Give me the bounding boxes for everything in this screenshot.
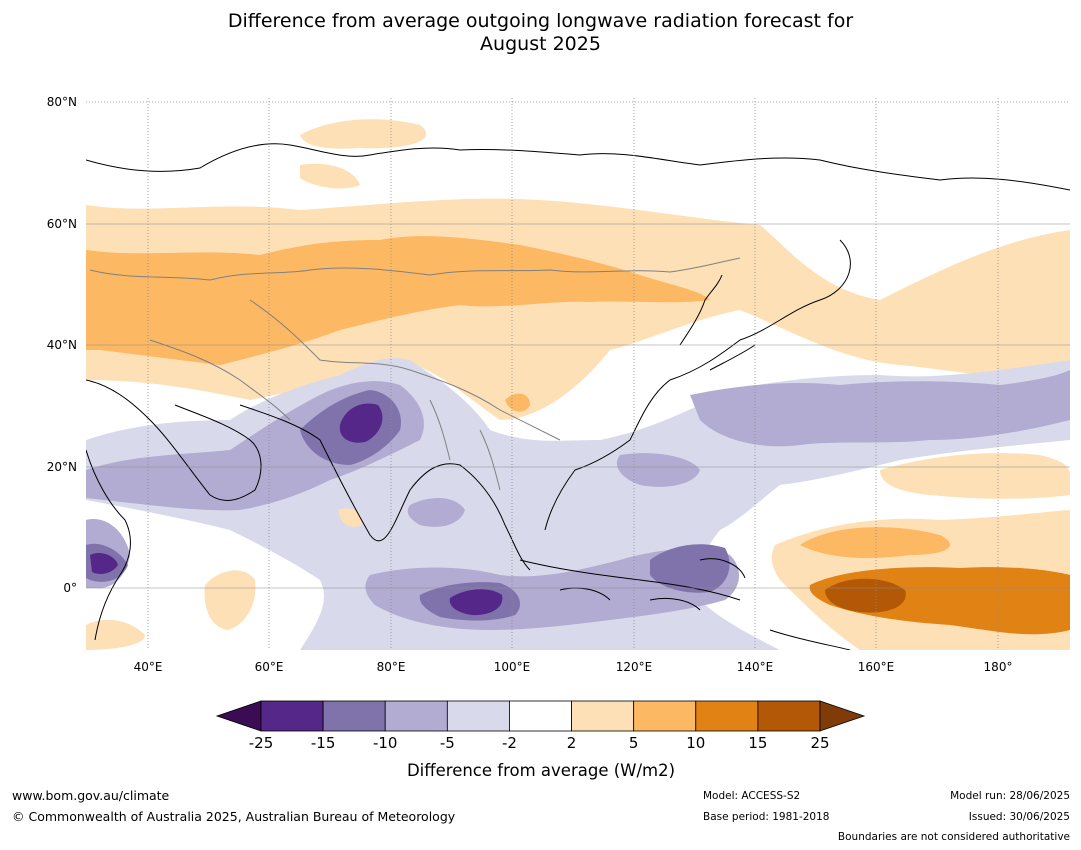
latitude-labels: 80°N 60°N 40°N 20°N 0°	[47, 95, 77, 595]
colorbar-tick-label: 5	[629, 734, 639, 752]
map-plot-area	[86, 98, 1070, 650]
colorbar-segment	[695, 700, 759, 732]
anomaly-region-africa-core	[90, 553, 118, 574]
colorbar-extend-low	[215, 700, 262, 732]
lat-label-80n: 80°N	[47, 95, 77, 109]
lon-label-80e: 80°E	[377, 660, 406, 674]
anomaly-region-pacific-north-pale-orange	[880, 453, 1070, 499]
colorbar: -25 -15 -10 -5 -2 2 5 10 15 25 Difference from av…	[215, 700, 866, 780]
lon-label-40e: 40°E	[134, 660, 163, 674]
colorbar-tick-label: -25	[249, 734, 274, 752]
colorbar-segment	[260, 700, 324, 732]
colorbar-tick-label: 25	[810, 734, 829, 752]
copyright-text: © Commonwealth of Australia 2025, Austra…	[12, 809, 456, 824]
disclaimer-text: Boundaries are not considered authoritat…	[837, 831, 1070, 843]
colorbar-segment	[322, 700, 386, 732]
anomaly-region-bay-of-bengal-purple	[407, 498, 465, 527]
colorbar-segment	[757, 700, 821, 732]
anomaly-region-indian-ocean-pale-orange	[204, 570, 256, 630]
map-title: Difference from average outgoing longwav…	[0, 10, 1081, 56]
base-period-text: Base period: 1981-2018	[703, 811, 830, 823]
coastline-northern-eurasia	[86, 143, 1070, 191]
anomaly-region-west-pacific-purple	[690, 370, 1070, 447]
lat-label-20n: 20°N	[47, 460, 77, 474]
model-text: Model: ACCESS-S2	[703, 790, 801, 802]
lon-label-60e: 60°E	[255, 660, 284, 674]
anomaly-region-siberia-pale-orange	[300, 163, 360, 189]
longitude-labels: 40°E 60°E 80°E 100°E 120°E 140°E 160°E 1…	[134, 660, 1013, 674]
anomaly-region-arctic-pale-orange	[300, 119, 427, 149]
anomaly-region-arabian-sea-pale-orange	[338, 508, 363, 527]
country-borders	[89, 257, 741, 491]
anomaly-region-west-pacific-purple-2	[616, 453, 700, 487]
colorbar-tick-label: -10	[373, 734, 398, 752]
colorbar-tick-label: 10	[686, 734, 705, 752]
colorbar-segment	[446, 700, 510, 732]
coastline-maritime-continent	[519, 558, 851, 650]
colorbar-tick-labels: -25 -15 -10 -5 -2 2 5 10 15 25	[249, 734, 830, 752]
title-line-2: August 2025	[480, 33, 601, 55]
anomaly-region-madagascar-pale-orange	[86, 619, 145, 650]
colorbar-label: Difference from average (W/m2)	[407, 761, 675, 780]
colorbar-tick-label: -2	[502, 734, 517, 752]
colorbar-tick-label: -15	[311, 734, 336, 752]
issued-text: Issued: 30/06/2025	[968, 811, 1070, 823]
lat-label-40n: 40°N	[47, 338, 77, 352]
lon-label-140e: 140°E	[737, 660, 774, 674]
lon-label-160e: 160°E	[858, 660, 895, 674]
colorbar-segment	[633, 700, 697, 732]
colorbar-tick-label: 2	[567, 734, 577, 752]
lat-label-60n: 60°N	[47, 217, 77, 231]
anomaly-region-india-core	[339, 403, 383, 443]
coastline-arabia-africa	[86, 379, 262, 641]
title-line-1: Difference from average outgoing longwav…	[227, 10, 854, 32]
colorbar-segment	[509, 700, 572, 732]
anomaly-region-indonesia-core	[449, 589, 503, 616]
coastline-east-asia	[544, 239, 851, 531]
anomaly-region-east-asia-orange	[505, 393, 530, 412]
colorbar-segment	[571, 700, 635, 732]
lon-label-180: 180°	[984, 660, 1013, 674]
anomaly-region-eurasia-orange	[86, 236, 710, 365]
coastline-japan	[679, 274, 756, 371]
coastlines	[86, 143, 1070, 650]
model-run-text: Model run: 28/06/2025	[950, 790, 1070, 802]
website-link[interactable]: www.bom.gov.au/climate	[12, 788, 170, 803]
colorbar-extend-high	[819, 700, 866, 732]
anomaly-region-pacific-deep-orange	[825, 578, 906, 613]
anomaly-region-maritime-deep-purple	[650, 544, 730, 593]
colorbar-segments	[215, 700, 866, 732]
coastline-south-asia	[239, 404, 531, 571]
anomaly-region-pacific-orange	[800, 527, 950, 558]
colorbar-tick-label: -5	[440, 734, 455, 752]
lat-label-0: 0°	[63, 581, 77, 595]
colorbar-segment	[384, 700, 448, 732]
lon-label-120e: 120°E	[616, 660, 653, 674]
gridlines	[86, 98, 1070, 650]
colorbar-tick-label: 15	[748, 734, 767, 752]
lon-label-100e: 100°E	[494, 660, 531, 674]
